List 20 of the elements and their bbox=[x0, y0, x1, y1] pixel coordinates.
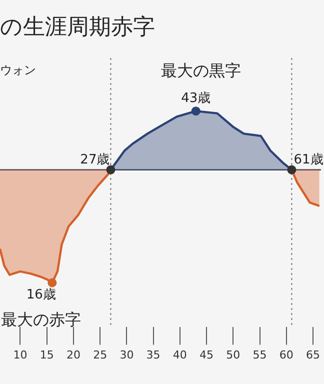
x-tick-label: 40 bbox=[172, 348, 187, 362]
x-tick-label: 10 bbox=[13, 348, 28, 362]
x-tick-label: 35 bbox=[146, 348, 160, 362]
text: 最大の黒字 bbox=[161, 61, 242, 80]
text: 最大の赤字 bbox=[1, 310, 81, 329]
x-tick-label: 50 bbox=[226, 348, 240, 362]
annotation: 16歳 bbox=[26, 288, 56, 303]
y-axis-title: ウォン bbox=[0, 62, 36, 79]
x-tick-label: 60 bbox=[279, 348, 294, 362]
x-tick-label: 45 bbox=[200, 348, 214, 362]
annotation: 27歳 bbox=[80, 152, 110, 168]
x-tick-label: 25 bbox=[93, 348, 108, 362]
annotation: 43歳 bbox=[181, 90, 211, 106]
annotation: 61歳 bbox=[294, 152, 324, 168]
x-tick-label: 55 bbox=[252, 348, 267, 362]
x-tick-label: 15 bbox=[40, 348, 54, 362]
chart-title: の生涯周期赤字 bbox=[0, 14, 155, 42]
x-tick-label: 20 bbox=[66, 348, 80, 362]
x-tick-label: 30 bbox=[120, 348, 134, 362]
x-tick-label: 65 bbox=[306, 348, 320, 362]
